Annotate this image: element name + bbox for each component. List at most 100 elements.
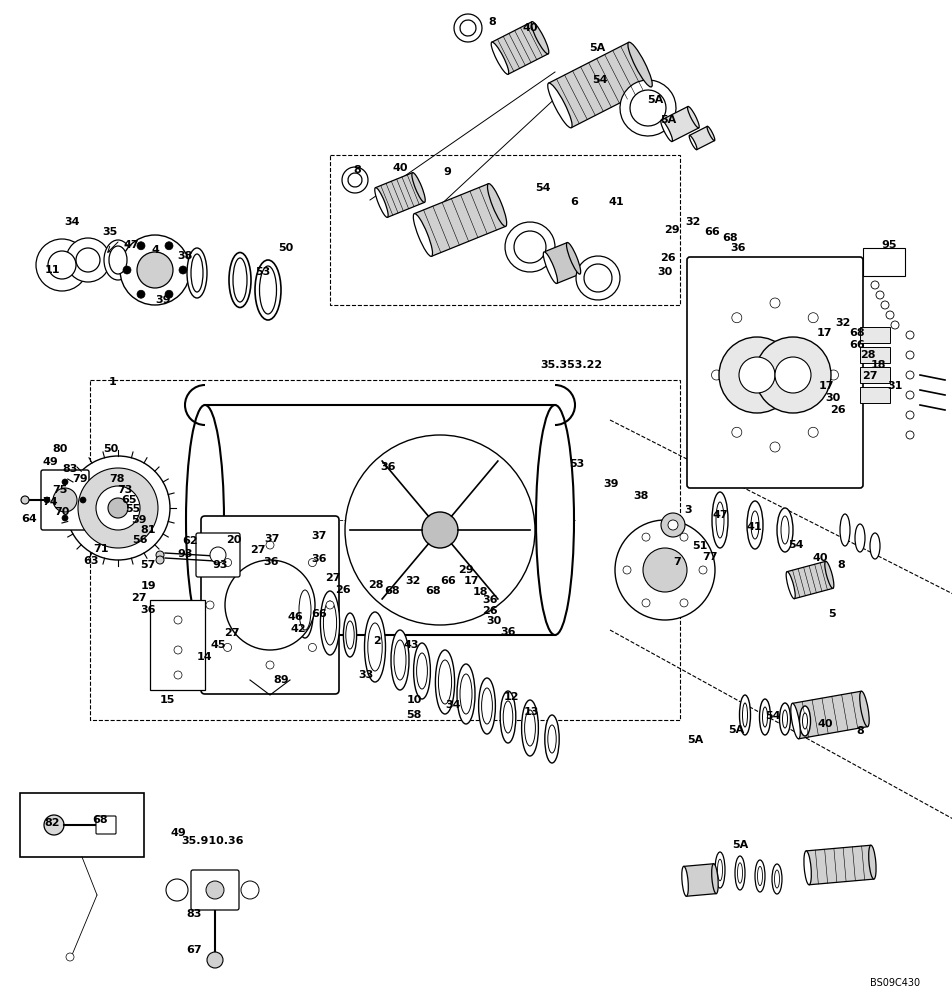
- Circle shape: [120, 235, 190, 305]
- Text: 34: 34: [64, 217, 80, 227]
- Text: 8: 8: [488, 17, 496, 27]
- Ellipse shape: [504, 701, 513, 733]
- Circle shape: [668, 520, 678, 530]
- Ellipse shape: [321, 591, 340, 655]
- Text: 26: 26: [335, 585, 351, 595]
- Text: 28: 28: [861, 350, 876, 360]
- Text: 74: 74: [42, 497, 58, 507]
- Circle shape: [156, 556, 164, 564]
- Ellipse shape: [297, 582, 313, 638]
- Circle shape: [680, 533, 688, 541]
- Text: 42: 42: [290, 624, 306, 634]
- Text: 5A: 5A: [646, 95, 664, 105]
- Circle shape: [165, 242, 173, 250]
- Text: 17: 17: [464, 576, 479, 586]
- Ellipse shape: [324, 601, 337, 645]
- Text: 40: 40: [812, 553, 827, 563]
- Ellipse shape: [620, 80, 676, 136]
- Ellipse shape: [454, 14, 482, 42]
- Ellipse shape: [394, 640, 406, 680]
- Text: 59: 59: [131, 515, 147, 525]
- Circle shape: [770, 442, 780, 452]
- Text: 14: 14: [196, 652, 211, 662]
- Text: 46: 46: [288, 612, 303, 622]
- Ellipse shape: [803, 713, 807, 729]
- Text: 34: 34: [446, 700, 461, 710]
- Bar: [860, 327, 890, 343]
- Text: 12: 12: [504, 692, 519, 702]
- Ellipse shape: [566, 243, 581, 274]
- Text: 7: 7: [673, 557, 681, 567]
- Circle shape: [711, 370, 722, 380]
- Ellipse shape: [457, 664, 475, 724]
- Ellipse shape: [367, 623, 382, 671]
- Circle shape: [66, 953, 74, 961]
- Text: 82: 82: [44, 818, 60, 828]
- Circle shape: [828, 370, 839, 380]
- Ellipse shape: [783, 710, 787, 728]
- Text: 30: 30: [825, 393, 841, 403]
- Text: 62: 62: [182, 536, 198, 546]
- Ellipse shape: [487, 184, 506, 226]
- Ellipse shape: [460, 20, 476, 36]
- Polygon shape: [787, 561, 833, 599]
- Text: 89: 89: [273, 675, 288, 685]
- Ellipse shape: [348, 173, 362, 187]
- Text: 54: 54: [765, 711, 781, 721]
- Ellipse shape: [760, 699, 770, 735]
- Circle shape: [53, 488, 77, 512]
- Circle shape: [886, 311, 894, 319]
- Text: 32: 32: [406, 576, 421, 586]
- Text: 95: 95: [882, 240, 897, 250]
- Text: 5A: 5A: [660, 115, 676, 125]
- Ellipse shape: [682, 866, 688, 896]
- Text: 5A: 5A: [728, 725, 744, 735]
- Ellipse shape: [233, 258, 247, 302]
- Circle shape: [345, 435, 535, 625]
- Text: 8: 8: [856, 726, 863, 736]
- Circle shape: [62, 515, 68, 521]
- Text: 3: 3: [684, 505, 692, 515]
- FancyBboxPatch shape: [96, 816, 116, 834]
- Circle shape: [906, 351, 914, 359]
- Ellipse shape: [840, 514, 850, 546]
- Text: 68: 68: [385, 586, 400, 596]
- FancyBboxPatch shape: [191, 870, 239, 910]
- Circle shape: [206, 881, 224, 899]
- Ellipse shape: [544, 252, 558, 283]
- Ellipse shape: [299, 590, 311, 630]
- Circle shape: [44, 497, 50, 503]
- Bar: [863, 248, 905, 276]
- Circle shape: [623, 566, 631, 574]
- Text: 79: 79: [72, 474, 88, 484]
- Ellipse shape: [718, 859, 723, 881]
- Text: 68: 68: [426, 586, 441, 596]
- Text: 51: 51: [692, 541, 707, 551]
- Ellipse shape: [413, 214, 432, 256]
- Circle shape: [266, 541, 274, 549]
- Ellipse shape: [715, 852, 725, 888]
- Bar: [150, 600, 205, 690]
- Circle shape: [21, 496, 29, 504]
- Ellipse shape: [758, 866, 763, 886]
- Text: 5: 5: [828, 609, 836, 619]
- Text: 36: 36: [500, 627, 516, 637]
- Text: 53: 53: [255, 267, 270, 277]
- Ellipse shape: [514, 231, 546, 263]
- Text: 75: 75: [52, 485, 68, 495]
- Ellipse shape: [800, 706, 810, 736]
- Circle shape: [326, 601, 334, 609]
- Text: 31: 31: [887, 381, 902, 391]
- Text: 83: 83: [187, 909, 202, 919]
- Text: 29: 29: [458, 565, 474, 575]
- Circle shape: [699, 566, 707, 574]
- Text: 27: 27: [326, 573, 341, 583]
- Text: 71: 71: [93, 544, 109, 554]
- Text: BS09C430: BS09C430: [870, 978, 920, 988]
- Ellipse shape: [661, 120, 672, 142]
- Ellipse shape: [255, 260, 281, 320]
- Circle shape: [719, 337, 795, 413]
- Polygon shape: [375, 173, 425, 217]
- FancyBboxPatch shape: [196, 533, 240, 577]
- Text: 58: 58: [407, 710, 422, 720]
